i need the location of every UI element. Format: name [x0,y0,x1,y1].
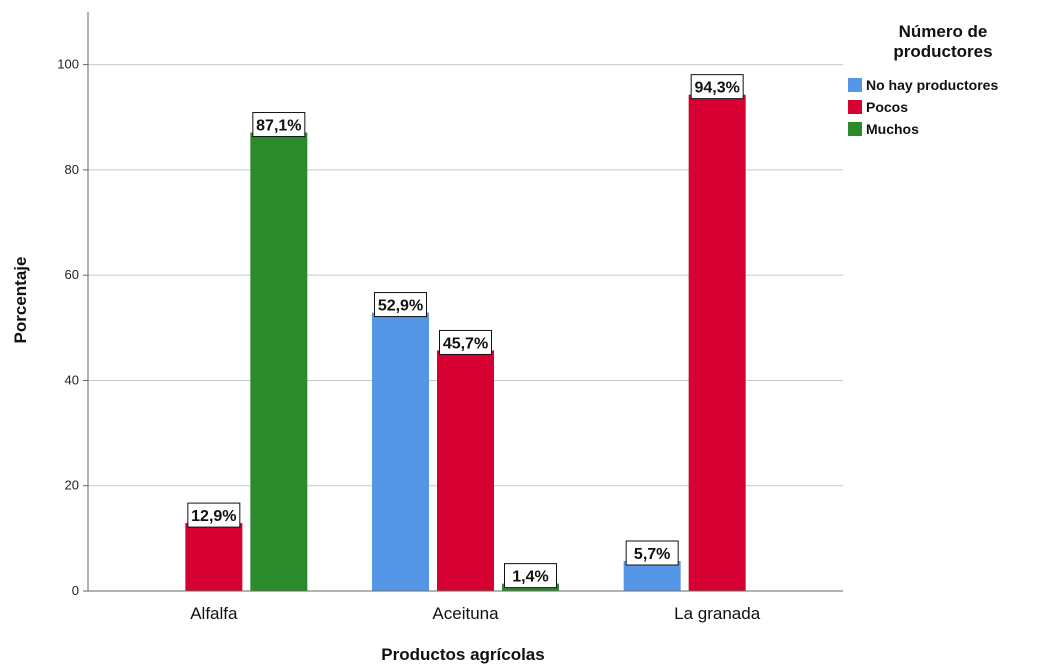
legend-label: Muchos [866,121,919,137]
bars [185,94,746,591]
x-category-label: La granada [674,604,761,623]
y-tick-label-40: 40 [65,372,79,387]
y-tick-label-0: 0 [72,583,79,598]
legend-label: No hay productores [866,77,998,93]
data-label-text: 52,9% [378,298,423,315]
data-label-box [504,563,557,589]
data-label-box [374,292,427,318]
legend-items: No hay productores Pocos Muchos [848,77,998,137]
data-label-box [252,112,306,138]
data-label-box [187,502,241,528]
x-category-label: Alfalfa [190,604,238,623]
data-label-text: 45,7% [443,335,488,352]
bar-no-hay-productores-la-granada [623,560,681,591]
data-label-text: 94,3% [694,80,739,97]
data-label-box [690,74,744,100]
legend-title-line2: productores [893,42,992,61]
y-axis-ticks: 0 20 40 60 80 100 [57,57,88,598]
legend-title-line1: Número de [899,22,988,41]
bar-no-hay-productores-aceituna [372,312,429,591]
data-label-text: 12,9% [191,508,236,525]
y-tick-label-60: 60 [65,267,79,282]
y-tick-label-100: 100 [57,57,79,72]
data-label-text: 87,1% [256,118,301,135]
bar-pocos-la-granada [688,94,746,591]
y-axis-title: Porcentaje [11,257,30,344]
x-axis-title: Productos agrícolas [381,645,544,664]
data-label-box [439,329,492,355]
legend-swatch [848,122,862,136]
x-axis-categories: Alfalfa Aceituna La granada [190,604,761,623]
x-category-label: Aceituna [432,604,499,623]
legend-swatch [848,78,862,92]
data-labels: 12,9% 87,1% 52,9% 45,7% 1,4% 5,7% 94,3% [187,74,744,589]
data-label-text: 1,4% [512,569,548,586]
y-tick-label-20: 20 [65,478,79,493]
data-label-box [625,540,679,566]
legend-swatch [848,100,862,114]
bar-muchos-alfalfa [250,132,308,591]
legend-label: Pocos [866,99,908,115]
data-label-text: 5,7% [634,546,670,563]
bar-pocos-aceituna [437,350,494,591]
y-tick-label-80: 80 [65,162,79,177]
legend: Número de productores No hay productores… [848,22,998,137]
bar-pocos-alfalfa [185,523,243,591]
